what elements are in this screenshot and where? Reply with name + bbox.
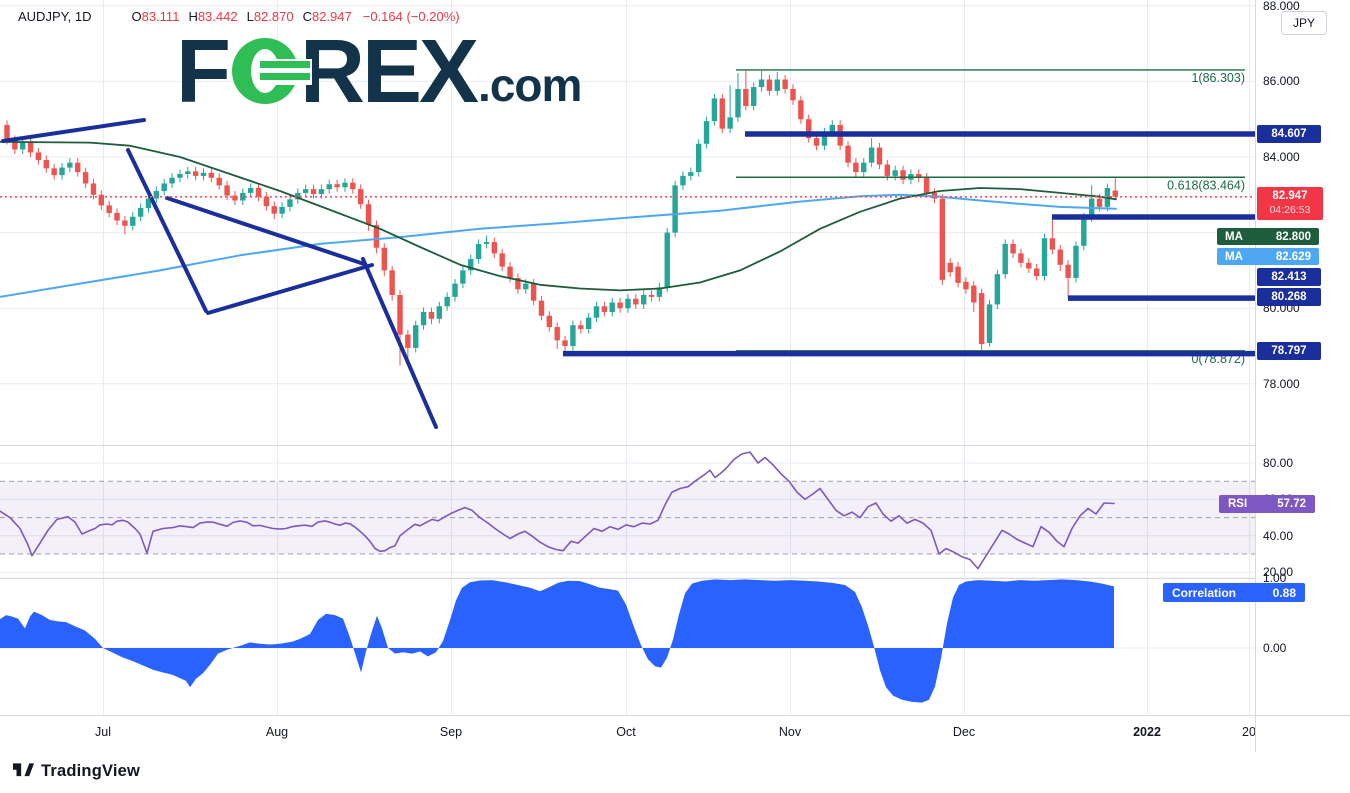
chart-canvas[interactable]: 1(86.303)0.618(83.464)0(78.872) — [0, 0, 1255, 752]
trend-line — [206, 263, 374, 315]
price-tick-label: 88.000 — [1263, 0, 1300, 13]
trend-line — [1, 118, 146, 143]
candles-layer — [4, 70, 1118, 366]
trend-line — [361, 257, 438, 429]
tradingview-link[interactable]: TradingView — [13, 762, 140, 781]
fib-label: 1(86.303) — [1191, 71, 1245, 85]
time-label: Jul — [95, 725, 111, 739]
time-label: Dec — [952, 725, 976, 739]
price-axis[interactable]: JPY 88.00086.00084.00082.00080.00078.000… — [1163, 0, 1350, 715]
correlation-badge: Correlation 0.88 — [1163, 583, 1305, 602]
trend-line — [165, 196, 366, 266]
time-axis-labels: Jul Aug Sep Oct Nov Dec 2022 20 — [0, 716, 1255, 753]
time-label: Oct — [616, 725, 636, 739]
rsi-layer — [0, 451, 1115, 570]
symbol-title[interactable]: AUDJPY, 1D — [18, 9, 92, 24]
price-tick-label: 78.000 — [1263, 376, 1300, 391]
currency-button[interactable]: JPY — [1281, 11, 1327, 35]
ohlc-low: L82.870 — [246, 9, 294, 24]
time-label: Aug — [265, 725, 289, 739]
correlation-area — [0, 579, 1114, 703]
ohlc-close: C82.947 — [302, 9, 352, 24]
ma-line-green — [0, 141, 1117, 292]
support-resistance-levels — [563, 131, 1255, 357]
axis-separator — [1255, 716, 1256, 753]
time-axis[interactable]: Jul Aug Sep Oct Nov Dec 2022 20 — [0, 715, 1350, 753]
rsi-tick-label: 80.00 — [1263, 456, 1294, 470]
price-level-badge: 84.607 — [1257, 125, 1321, 143]
tradingview-logo-icon — [13, 763, 34, 777]
price-level-badge: 80.268 — [1257, 288, 1321, 306]
symbol-legend: AUDJPY, 1D O83.111 H83.442 L82.870 C82.9… — [18, 9, 460, 24]
moving-averages — [0, 141, 1117, 298]
ohlc-open: O83.111 — [131, 9, 180, 24]
chart-region: 1(86.303) 0.618(83.464) 0(78.872) F REX .c… — [0, 0, 1255, 752]
ma-blue-badge: MA 82.629 — [1217, 248, 1319, 265]
time-label: 2022 — [1133, 725, 1161, 739]
time-label: Nov — [778, 725, 802, 739]
rsi-tick-label: 40.00 — [1263, 528, 1294, 543]
ohlc-high: H83.442 — [188, 9, 238, 24]
footer-bar: TradingView — [0, 752, 1350, 793]
change-value: −0.164 (−0.20%) — [362, 9, 460, 24]
last-price-badge: 82.947 04:26:53 — [1257, 187, 1323, 220]
ma-line-blue — [0, 193, 1117, 298]
fib-retracement: 1(86.303)0.618(83.464)0(78.872) — [736, 69, 1245, 366]
trend-lines — [1, 118, 438, 429]
price-tick-label: 84.000 — [1263, 150, 1300, 164]
corr-tick-label: 0.00 — [1263, 641, 1287, 655]
rsi-badge: RSI 57.72 — [1219, 495, 1315, 513]
price-tick-label: 86.000 — [1263, 74, 1300, 89]
price-level-badge: 78.797 — [1257, 342, 1321, 360]
tradingview-brand: TradingView — [41, 762, 141, 780]
rsi-line — [0, 451, 1115, 570]
time-label: Sep — [439, 725, 463, 739]
price-level-badge: 82.413 — [1257, 268, 1321, 286]
fib-label: 0.618(83.464) — [1167, 178, 1245, 192]
trend-line — [126, 148, 208, 313]
rsi-tick-label: 20.00 — [1263, 565, 1294, 580]
time-label: 20 — [1242, 725, 1255, 739]
ma-green-badge: MA 82.800 — [1217, 228, 1319, 245]
corr-tick-label: 1.00 — [1263, 571, 1287, 585]
